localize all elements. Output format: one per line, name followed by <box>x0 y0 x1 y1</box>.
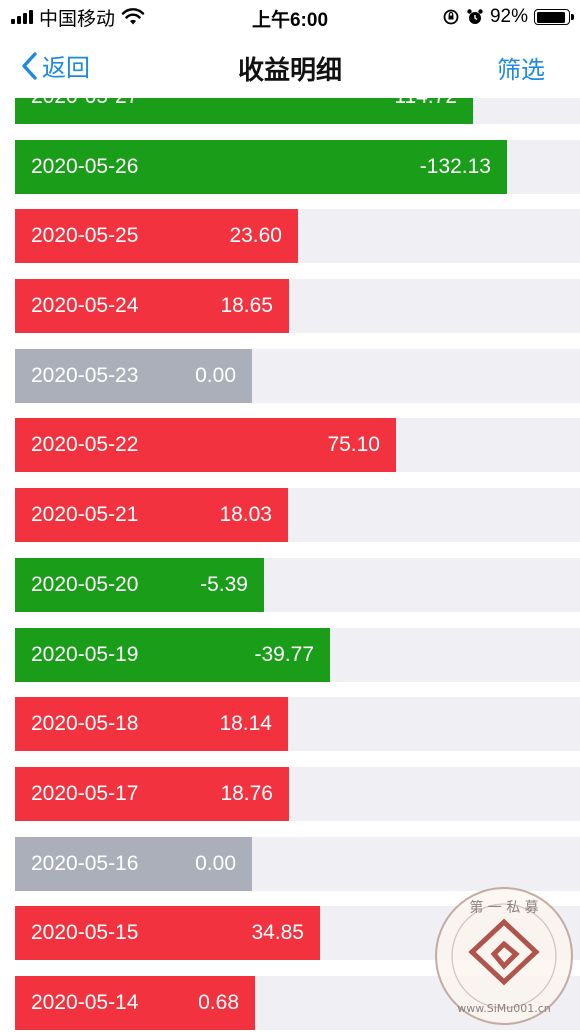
row-value: -5.39 <box>200 572 248 596</box>
wifi-icon <box>121 8 145 25</box>
row-value: 23.60 <box>229 224 282 248</box>
row-date: 2020-05-14 <box>31 990 139 1014</box>
row-value: 18.14 <box>219 712 272 736</box>
row-date: 2020-05-27 <box>31 98 138 124</box>
earnings-bar <box>15 139 507 194</box>
watermark-logo: 第 一 私 募 www.SiMu001.cn <box>435 887 573 1025</box>
earnings-row[interactable]: 2020-05-20 -5.39 <box>15 557 580 612</box>
row-value: 34.85 <box>251 921 304 945</box>
earnings-row[interactable]: 2020-05-27 -114.72 <box>15 98 580 124</box>
row-date: 2020-05-24 <box>31 294 139 318</box>
earnings-bar <box>15 418 396 473</box>
svg-text:www.SiMu001.cn: www.SiMu001.cn <box>457 1002 551 1015</box>
svg-text:第 一 私 募: 第 一 私 募 <box>469 899 538 916</box>
row-value: -114.72 <box>387 98 457 124</box>
row-value: 18.76 <box>220 781 273 805</box>
earnings-bar <box>15 488 288 543</box>
navigation-bar: 返回 收益明细 筛选 <box>0 34 580 98</box>
row-date: 2020-05-23 <box>31 363 139 387</box>
clock: 上午6:00 <box>251 10 329 31</box>
row-value: -132.13 <box>419 154 491 178</box>
signal-icon <box>11 10 33 24</box>
rotation-lock-icon <box>443 9 459 25</box>
earnings-bar <box>15 836 252 891</box>
battery-icon <box>534 9 574 25</box>
status-left: 中国移动 <box>11 5 145 30</box>
row-value: 18.03 <box>219 503 272 527</box>
earnings-rows: 2020-05-27-114.722020-05-26-132.132020-0… <box>0 98 580 1032</box>
earnings-row[interactable]: 2020-05-23 0.00 <box>15 348 580 403</box>
back-button[interactable]: 返回 <box>20 48 90 83</box>
chevron-left-icon <box>22 51 37 80</box>
row-value: 0.68 <box>198 990 239 1014</box>
earnings-bar <box>15 627 330 682</box>
page-title: 收益明细 <box>237 55 342 85</box>
earnings-list[interactable]: 2020-05-27-114.722020-05-26-132.132020-0… <box>0 98 580 1032</box>
earnings-row[interactable]: 2020-05-21 18.03 <box>15 488 580 543</box>
alarm-icon <box>467 9 483 24</box>
earnings-row[interactable]: 2020-05-22 75.10 <box>15 418 580 473</box>
battery-percent: 92% <box>489 6 528 27</box>
earnings-row[interactable]: 2020-05-14 0.68 <box>15 975 580 1030</box>
row-value: 0.00 <box>195 851 236 875</box>
row-date: 2020-05-17 <box>31 781 139 805</box>
status-right: 92% <box>442 5 574 29</box>
row-date: 2020-05-18 <box>31 712 139 736</box>
earnings-bar <box>15 348 252 403</box>
earnings-bar <box>15 766 289 821</box>
earnings-bar <box>15 279 289 334</box>
row-date: 2020-05-16 <box>31 851 139 875</box>
row-value: 18.65 <box>220 294 273 318</box>
row-date: 2020-05-22 <box>31 433 139 457</box>
carrier-label: 中国移动 <box>39 8 116 30</box>
earnings-row[interactable]: 2020-05-18 18.14 <box>15 697 580 752</box>
earnings-row[interactable]: 2020-05-24 18.65 <box>15 279 580 334</box>
row-date: 2020-05-20 <box>31 572 139 596</box>
row-value: 0.00 <box>195 363 236 387</box>
earnings-bar <box>15 557 264 612</box>
back-label: 返回 <box>42 55 90 82</box>
earnings-row[interactable]: 2020-05-17 18.76 <box>15 766 580 821</box>
earnings-bar <box>15 98 473 124</box>
earnings-row[interactable]: 2020-05-16 0.00 <box>15 836 580 891</box>
filter-button[interactable]: 筛选 <box>497 57 545 84</box>
row-date: 2020-05-15 <box>31 921 139 945</box>
row-date: 2020-05-19 <box>31 642 139 666</box>
earnings-bar <box>15 209 298 264</box>
row-value: 75.10 <box>327 433 380 457</box>
row-date: 2020-05-26 <box>31 154 139 178</box>
status-bar: 中国移动 上午6:00 92% <box>0 0 580 34</box>
earnings-row[interactable]: 2020-05-19 -39.77 <box>15 627 580 682</box>
row-date: 2020-05-25 <box>31 224 139 248</box>
row-value: -39.77 <box>254 642 314 666</box>
earnings-row[interactable]: 2020-05-25 23.60 <box>15 209 580 264</box>
earnings-bar <box>15 975 255 1030</box>
earnings-bar <box>15 906 320 961</box>
earnings-bar <box>15 697 288 752</box>
row-date: 2020-05-21 <box>31 503 139 527</box>
earnings-row[interactable]: 2020-05-26 -132.13 <box>15 139 580 194</box>
